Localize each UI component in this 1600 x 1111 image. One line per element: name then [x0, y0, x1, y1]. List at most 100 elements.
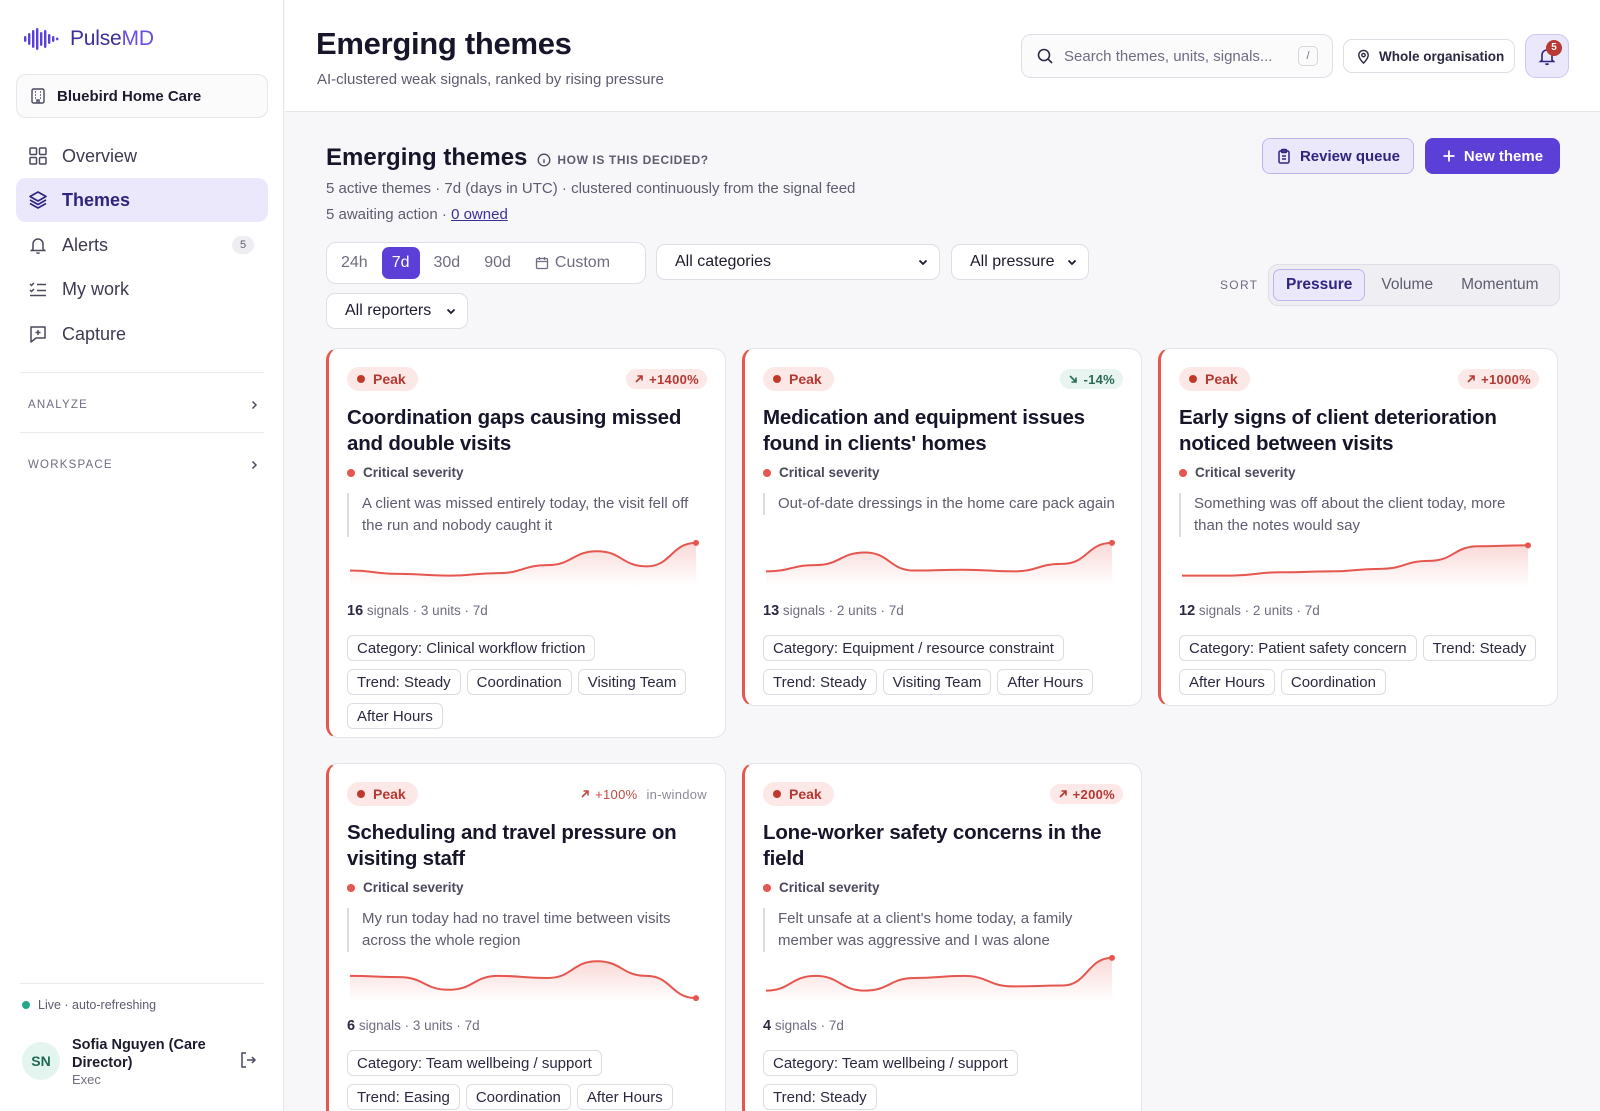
trend-note: in-window: [646, 786, 707, 802]
avatar[interactable]: SN: [22, 1042, 60, 1080]
theme-title[interactable]: Medication and equipment issues found in…: [763, 406, 1085, 455]
org-name: Bluebird Home Care: [57, 87, 202, 105]
chevron-down-icon: [446, 308, 456, 315]
arrow-up-right-icon: [1059, 790, 1067, 798]
message-plus-icon: [30, 326, 46, 343]
section-label: ANALYZE: [28, 399, 88, 411]
tag-chip[interactable]: After Hours: [1179, 669, 1275, 695]
sparkline-area: [1182, 545, 1528, 587]
tag-chip[interactable]: After Hours: [997, 669, 1094, 695]
range-30d[interactable]: 30d: [433, 254, 461, 271]
severity-label: Critical severity: [779, 465, 880, 480]
sidebar-section-analyze[interactable]: ANALYZE: [28, 399, 260, 411]
new-theme-button[interactable]: New theme: [1425, 138, 1560, 174]
trend-badge: +1400%: [626, 369, 707, 389]
signal-quote: A client was missed entirely today, the …: [347, 493, 705, 537]
reporters-filter[interactable]: All reporters: [326, 293, 468, 329]
tag-chip[interactable]: Coordination: [1280, 669, 1386, 695]
tag-chip[interactable]: After Hours: [576, 1084, 673, 1110]
tag-chip[interactable]: Category: Team wellbeing / support: [347, 1050, 602, 1076]
pressure-filter-value: All pressure: [970, 253, 1055, 270]
arrow-down-right-icon: [1069, 375, 1078, 383]
action-summary-text: 5 awaiting action ·: [326, 206, 452, 223]
sidebar-item-overview[interactable]: Overview: [16, 134, 268, 178]
search-input[interactable]: Search themes, units, signals... /: [1021, 34, 1333, 78]
new-theme-label: New theme: [1463, 147, 1544, 165]
theme-card[interactable]: Peak +100% in-window Scheduling and trav…: [326, 763, 726, 1111]
range-24h[interactable]: 24h: [341, 254, 368, 271]
sort-pressure[interactable]: Pressure: [1273, 269, 1366, 301]
live-status: Live · auto-refreshing: [22, 998, 156, 1012]
pressure-filter[interactable]: All pressure: [951, 244, 1089, 280]
tag-chip[interactable]: Trend: Steady: [347, 669, 461, 695]
tag-chip[interactable]: Category: Equipment / resource constrain…: [763, 635, 1064, 661]
search-icon: [1037, 48, 1053, 64]
arrow-up-right-icon: [1467, 375, 1475, 383]
tag-chip[interactable]: Trend: Easing: [347, 1084, 460, 1110]
tag-chip[interactable]: Trend: Steady: [1422, 635, 1537, 661]
sidebar-item-label: Overview: [62, 145, 138, 166]
tag-chip[interactable]: Trend: Steady: [763, 669, 877, 695]
trend-value: -14%: [1083, 371, 1115, 387]
theme-title[interactable]: Coordination gaps causing missed and dou…: [347, 406, 682, 455]
theme-card[interactable]: Peak +200% Lone-worker safety concerns i…: [742, 763, 1142, 1111]
theme-card[interactable]: Peak +1400% Coordination gaps causing mi…: [326, 348, 726, 738]
status-badge: Peak: [347, 782, 418, 806]
tag-chip[interactable]: Category: Clinical workflow friction: [347, 635, 596, 661]
range-custom[interactable]: Custom: [525, 247, 620, 279]
logout-icon[interactable]: [238, 1050, 258, 1070]
tag-chip[interactable]: Coordination: [465, 1084, 571, 1110]
range-7d[interactable]: 7d: [381, 247, 420, 279]
bell-icon: [29, 238, 47, 255]
sidebar-section-workspace[interactable]: WORKSPACE: [28, 459, 260, 471]
app-logo[interactable]: PulseMD: [24, 26, 154, 52]
theme-card[interactable]: Peak -14% Medication and equipment issue…: [742, 348, 1142, 706]
sort-momentum[interactable]: Momentum: [1461, 276, 1539, 293]
tag-chip[interactable]: Coordination: [466, 669, 572, 695]
review-queue-button[interactable]: Review queue: [1262, 138, 1414, 174]
org-switcher[interactable]: Bluebird Home Care: [16, 74, 268, 118]
review-queue-label: Review queue: [1299, 147, 1401, 165]
status-dot-icon: [357, 790, 365, 798]
chevron-right-icon: [251, 400, 258, 410]
page-subtitle: AI-clustered weak signals, ranked by ris…: [317, 71, 664, 88]
theme-card[interactable]: Peak +1000% Early signs of client deteri…: [1158, 348, 1558, 706]
tag-chip[interactable]: Trend: Steady: [763, 1084, 877, 1110]
sidebar-item-themes[interactable]: Themes: [16, 178, 268, 222]
trend-value: +1000%: [1481, 371, 1531, 387]
sidebar-item-capture[interactable]: Capture: [16, 312, 268, 356]
sidebar-divider: [20, 983, 264, 984]
owned-link[interactable]: 0 owned: [451, 206, 508, 223]
status-label: Peak: [373, 371, 406, 387]
notifications-button[interactable]: 5: [1525, 34, 1569, 78]
status-dot-icon: [357, 375, 365, 383]
how-decided-link[interactable]: HOW IS THIS DECIDED?: [537, 153, 708, 167]
chevron-right-icon: [251, 460, 258, 470]
tag-chip[interactable]: Visiting Team: [882, 669, 992, 695]
category-filter[interactable]: All categories: [656, 244, 940, 280]
sidebar-item-alerts[interactable]: Alerts 5: [16, 223, 268, 267]
sidebar-item-my-work[interactable]: My work: [16, 267, 268, 311]
sort-volume[interactable]: Volume: [1381, 276, 1434, 293]
signal-quote: My run today had no travel time between …: [347, 908, 705, 952]
tag-chip[interactable]: Category: Team wellbeing / support: [763, 1050, 1018, 1076]
tag-chip[interactable]: After Hours: [347, 703, 443, 729]
severity-label: Critical severity: [779, 880, 880, 895]
range-90d[interactable]: 90d: [484, 254, 511, 271]
sparkline-line: [349, 541, 697, 577]
theme-title[interactable]: Early signs of client deterioration noti…: [1179, 406, 1497, 455]
sparkline-area: [350, 961, 696, 1002]
section-title: Emerging themes: [326, 144, 528, 171]
stats-text: signals · 7d: [774, 1018, 844, 1033]
tag-chip[interactable]: Category: Patient safety concern: [1179, 635, 1417, 661]
app-name: PulseMD: [70, 27, 154, 50]
scope-selector[interactable]: Whole organisation: [1343, 39, 1515, 73]
trend-badge: -14%: [1060, 369, 1123, 389]
location-pin-icon: [1358, 49, 1369, 64]
theme-title[interactable]: Lone-worker safety concerns in the field: [763, 821, 1102, 870]
status-label: Peak: [373, 786, 406, 802]
sparkline-line: [349, 960, 697, 1000]
tag-chip[interactable]: Visiting Team: [577, 669, 687, 695]
theme-title[interactable]: Scheduling and travel pressure on visiti…: [347, 821, 677, 870]
trend-badge: +200%: [1049, 784, 1123, 804]
